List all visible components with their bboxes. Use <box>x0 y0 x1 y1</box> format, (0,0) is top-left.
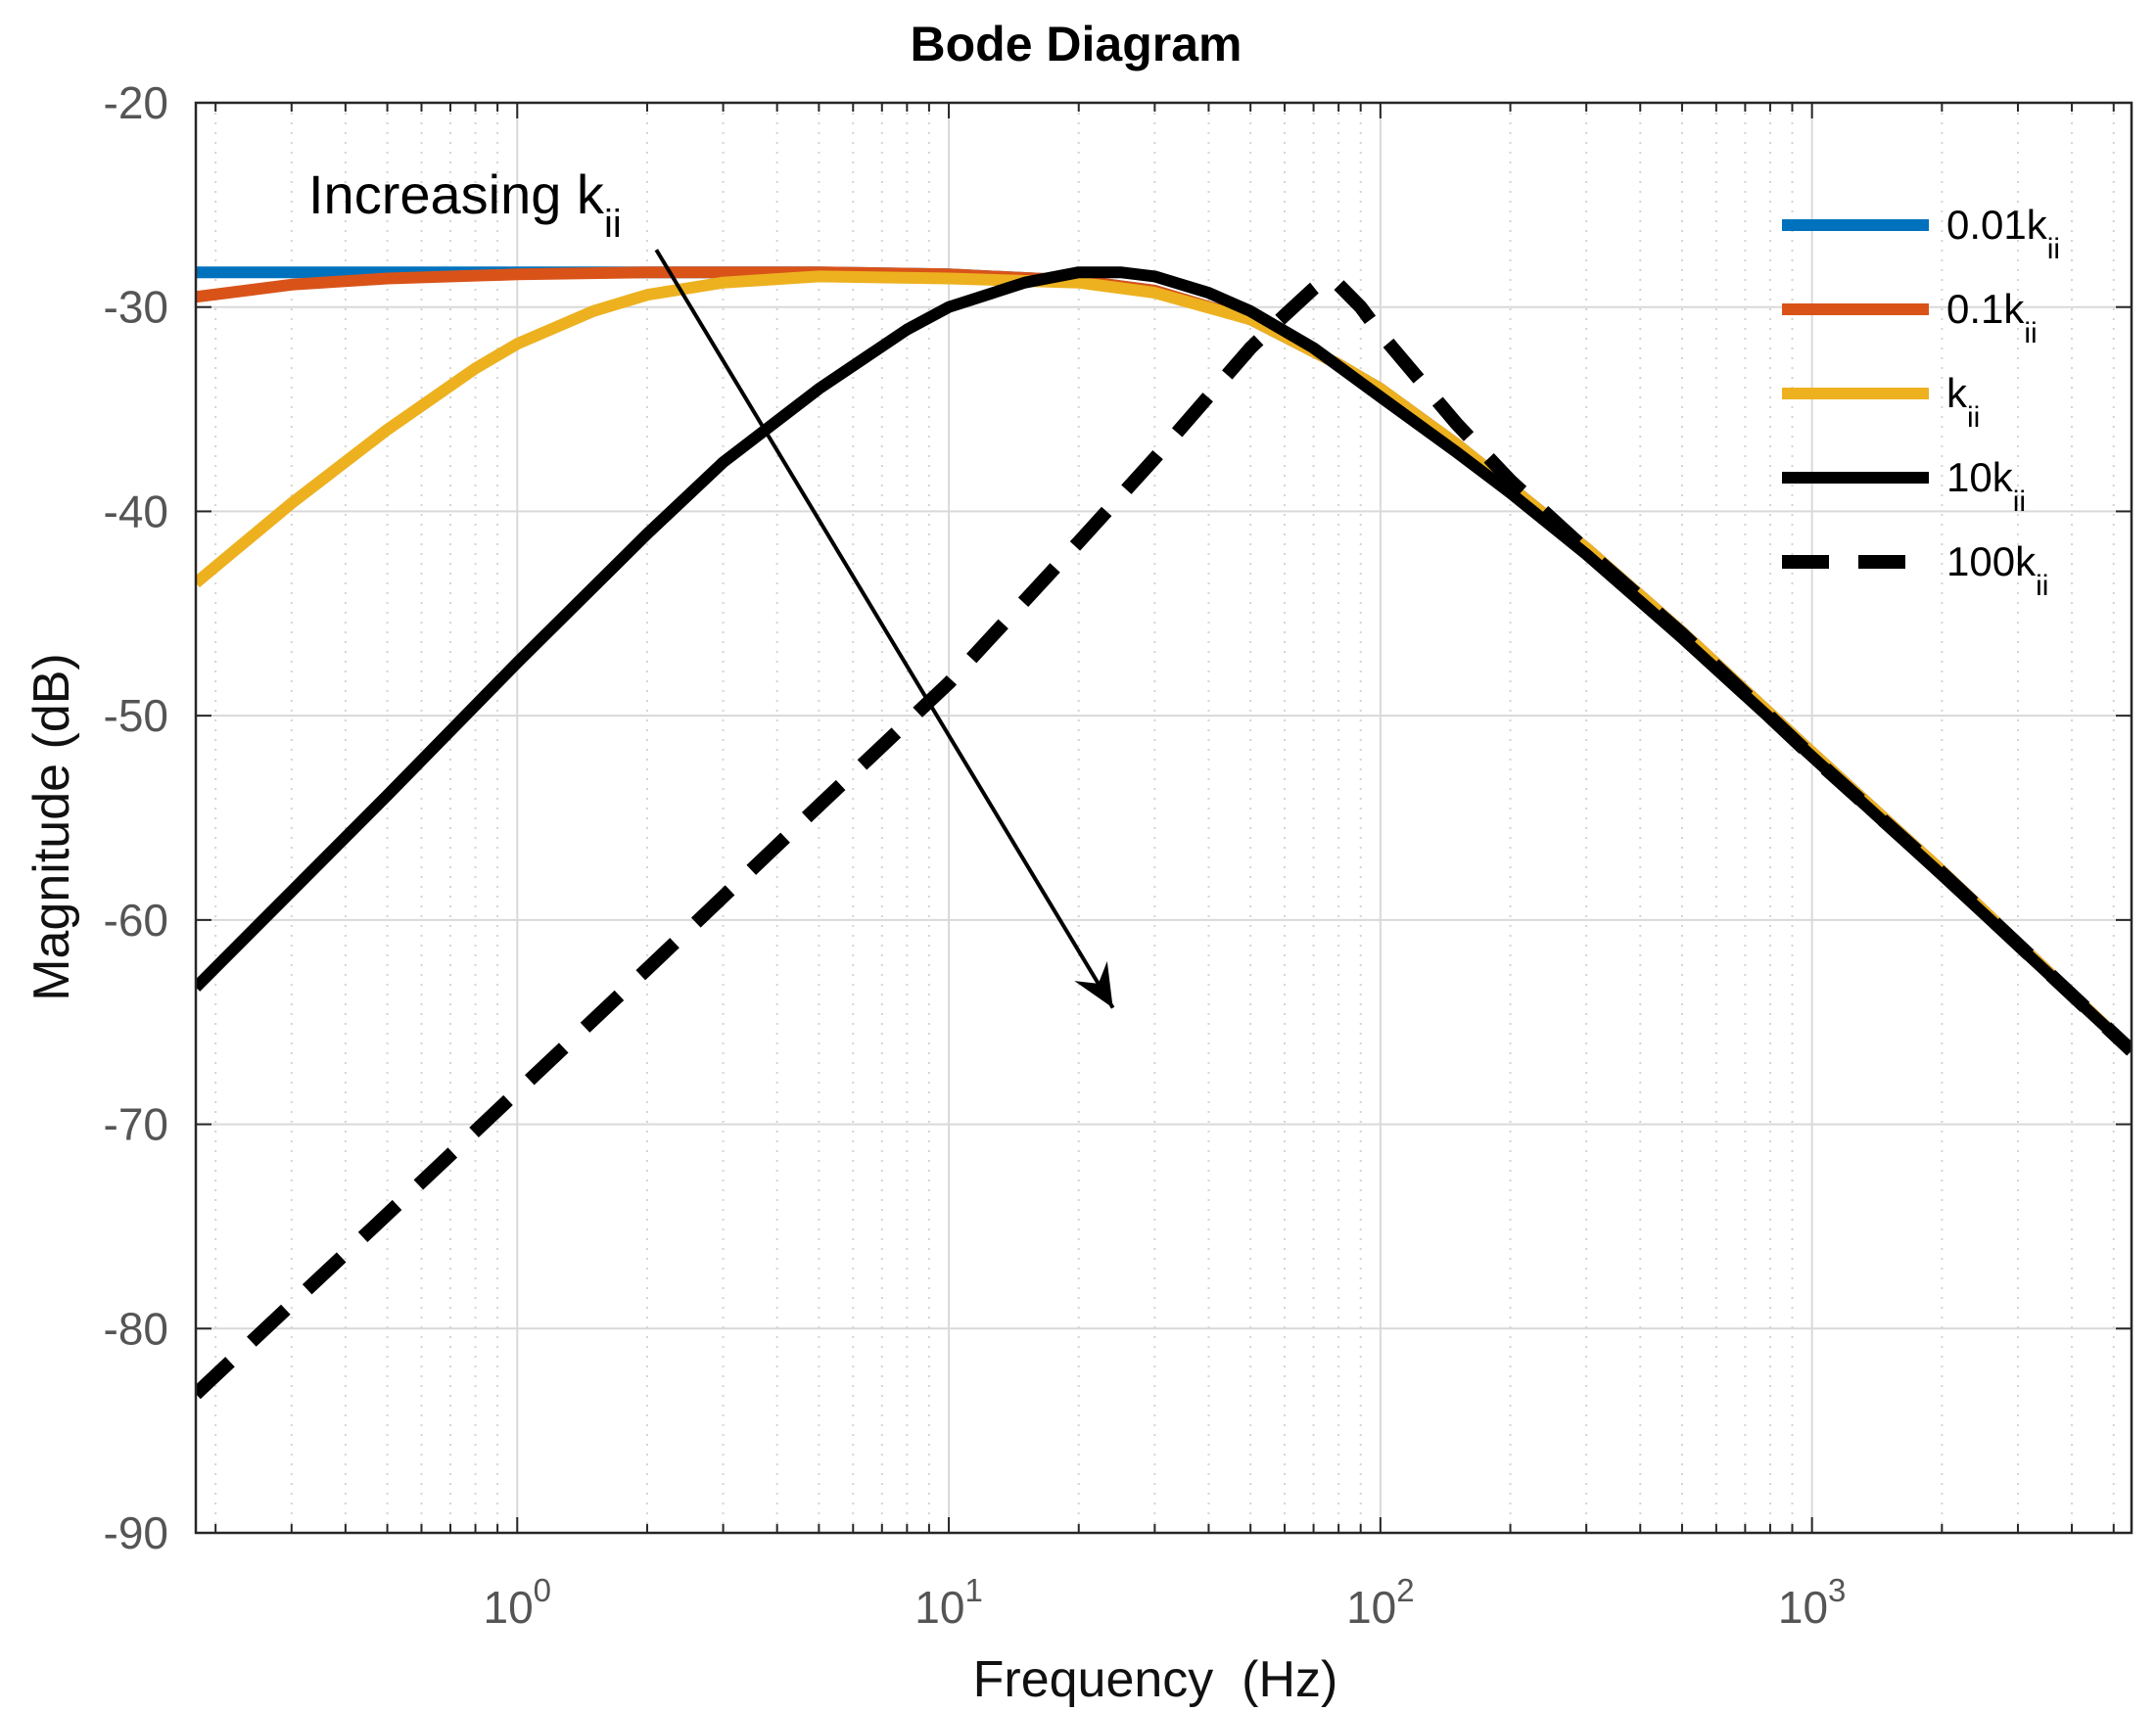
series-line-5 <box>196 271 2132 1400</box>
y-tick-label: -70 <box>104 1099 168 1150</box>
chart-title: Bode Diagram <box>911 17 1242 71</box>
annotation-arrow <box>654 249 1115 1009</box>
plot-frame <box>194 101 2133 1535</box>
series-lines <box>196 266 2132 1400</box>
grid <box>196 102 2132 1534</box>
y-tick-label: -20 <box>104 77 168 128</box>
y-tick-label: -50 <box>104 690 168 741</box>
y-tick-label: -60 <box>104 895 168 946</box>
y-tick-label: -80 <box>104 1303 168 1354</box>
x-tick-label: 102 <box>1346 1572 1415 1633</box>
series-group <box>196 266 2132 1400</box>
x-tick-label: 101 <box>914 1572 983 1633</box>
y-tick-label: -30 <box>104 282 168 333</box>
annotation: Increasing kii <box>308 163 1115 1009</box>
y-axis-title: Magnitude (dB) <box>23 653 80 1001</box>
x-axis-title: Frequency (Hz) <box>973 1651 1338 1708</box>
y-tick-label: -40 <box>104 486 168 536</box>
y-tick-label: -90 <box>104 1507 168 1558</box>
annotation-arrowhead <box>1074 960 1113 1008</box>
axes: 100 101 102 103-20-30-40-50-60-70-80-90 <box>104 77 2133 1633</box>
